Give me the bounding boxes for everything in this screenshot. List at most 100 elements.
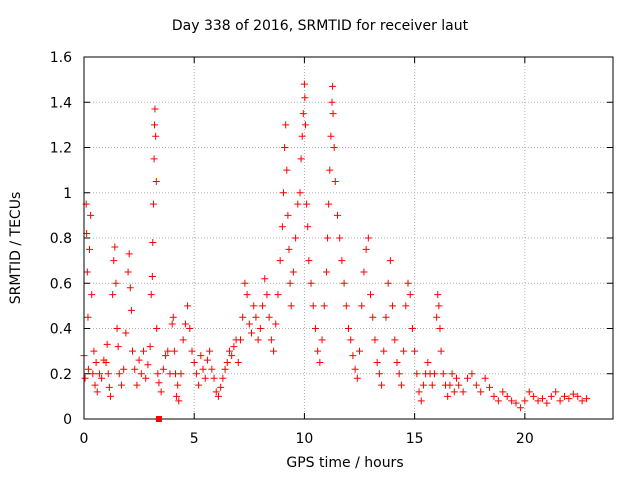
data-point bbox=[408, 325, 416, 332]
data-point bbox=[578, 397, 586, 405]
data-point bbox=[217, 383, 225, 391]
data-point bbox=[304, 223, 312, 231]
data-point bbox=[248, 329, 256, 337]
data-point bbox=[199, 365, 207, 373]
data-point bbox=[296, 189, 304, 197]
data-point bbox=[468, 370, 476, 378]
data-point bbox=[583, 395, 591, 403]
data-point bbox=[87, 211, 95, 219]
data-point bbox=[142, 374, 150, 382]
data-point bbox=[307, 279, 315, 287]
data-point bbox=[147, 291, 155, 299]
data-point bbox=[345, 325, 352, 332]
data-point bbox=[151, 105, 159, 113]
data-point bbox=[282, 121, 290, 129]
data-point bbox=[151, 121, 159, 129]
data-point bbox=[436, 325, 444, 332]
data-point bbox=[404, 279, 412, 287]
data-point bbox=[324, 234, 332, 242]
data-point bbox=[104, 370, 112, 378]
data-point bbox=[128, 347, 136, 355]
data-point bbox=[81, 374, 89, 382]
y-ticks: 0 0.2 0.4 0.6 0.8 1 1.2 1.4 1.6 bbox=[50, 50, 613, 428]
data-point bbox=[411, 347, 419, 355]
data-point bbox=[223, 358, 231, 366]
y-tick-label: 0.8 bbox=[50, 231, 72, 247]
data-point bbox=[181, 320, 189, 328]
data-point bbox=[177, 370, 185, 378]
data-point bbox=[503, 392, 511, 400]
data-point bbox=[353, 374, 361, 382]
data-point bbox=[424, 358, 432, 366]
data-point bbox=[472, 381, 480, 389]
square-marker bbox=[155, 416, 162, 422]
data-point bbox=[84, 365, 92, 373]
data-point bbox=[294, 200, 302, 208]
data-point bbox=[228, 352, 236, 360]
data-point bbox=[102, 358, 110, 366]
data-point bbox=[446, 381, 454, 389]
data-point bbox=[261, 275, 269, 283]
data-point bbox=[320, 302, 328, 310]
data-point bbox=[435, 302, 443, 310]
data-point bbox=[86, 245, 94, 253]
data-point bbox=[84, 313, 92, 321]
data-point bbox=[384, 279, 392, 287]
data-point bbox=[289, 268, 297, 276]
x-tick-label: 5 bbox=[190, 431, 199, 447]
data-point bbox=[103, 340, 111, 348]
data-point bbox=[254, 336, 262, 344]
data-point bbox=[395, 370, 403, 378]
x-tick-label: 10 bbox=[296, 431, 314, 447]
data-point bbox=[316, 358, 324, 366]
data-point bbox=[300, 80, 308, 88]
data-point bbox=[184, 302, 192, 310]
data-point bbox=[331, 177, 339, 185]
data-point bbox=[221, 365, 229, 373]
data-point bbox=[92, 358, 100, 366]
data-point bbox=[195, 381, 203, 389]
data-point bbox=[552, 388, 560, 396]
data-point bbox=[155, 379, 163, 387]
data-point bbox=[556, 397, 564, 405]
y-tick-label: 0.4 bbox=[50, 322, 72, 338]
y-tick-label: 0.6 bbox=[50, 276, 72, 292]
x-tick-label: 0 bbox=[80, 431, 89, 447]
data-point bbox=[250, 302, 258, 310]
data-point bbox=[329, 110, 337, 118]
data-point bbox=[188, 347, 196, 355]
data-point bbox=[272, 320, 280, 328]
data-point bbox=[279, 189, 287, 197]
data-point bbox=[299, 110, 307, 118]
data-point bbox=[413, 370, 421, 378]
data-point bbox=[149, 200, 157, 208]
data-points bbox=[80, 80, 591, 412]
data-point bbox=[270, 347, 278, 355]
data-point bbox=[538, 395, 546, 403]
data-point bbox=[153, 325, 161, 332]
data-point bbox=[122, 329, 130, 337]
data-point bbox=[434, 291, 442, 299]
data-point bbox=[499, 388, 507, 396]
data-point bbox=[386, 257, 394, 265]
data-point bbox=[547, 392, 555, 400]
data-point bbox=[338, 257, 346, 265]
x-ticks: 0 5 10 15 20 bbox=[80, 57, 534, 447]
data-point bbox=[115, 370, 123, 378]
data-point bbox=[135, 356, 143, 364]
data-point bbox=[203, 356, 211, 364]
data-point bbox=[225, 347, 233, 355]
data-point bbox=[314, 347, 322, 355]
data-point bbox=[565, 395, 573, 403]
data-point bbox=[402, 302, 410, 310]
data-point bbox=[113, 325, 121, 332]
data-point bbox=[297, 155, 305, 163]
data-point bbox=[322, 268, 330, 276]
data-point bbox=[428, 381, 436, 389]
data-point bbox=[391, 336, 399, 344]
data-point bbox=[369, 313, 377, 321]
data-point bbox=[263, 291, 271, 299]
data-point bbox=[360, 268, 368, 276]
data-point bbox=[450, 388, 458, 396]
